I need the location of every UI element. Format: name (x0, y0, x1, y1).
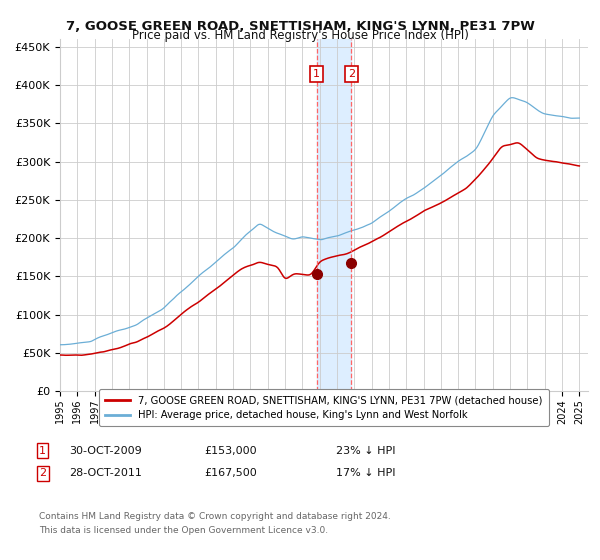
Text: This data is licensed under the Open Government Licence v3.0.: This data is licensed under the Open Gov… (39, 526, 328, 535)
Text: Price paid vs. HM Land Registry's House Price Index (HPI): Price paid vs. HM Land Registry's House … (131, 29, 469, 42)
Text: 2: 2 (39, 468, 46, 478)
Text: Contains HM Land Registry data © Crown copyright and database right 2024.: Contains HM Land Registry data © Crown c… (39, 512, 391, 521)
Text: £167,500: £167,500 (204, 468, 257, 478)
Text: 23% ↓ HPI: 23% ↓ HPI (336, 446, 395, 456)
Bar (317, 39, 352, 391)
Text: £153,000: £153,000 (204, 446, 257, 456)
Text: 1: 1 (39, 446, 46, 456)
Text: 1: 1 (313, 69, 320, 78)
Text: 30-OCT-2009: 30-OCT-2009 (69, 446, 142, 456)
Text: 17% ↓ HPI: 17% ↓ HPI (336, 468, 395, 478)
Legend: 7, GOOSE GREEN ROAD, SNETTISHAM, KING'S LYNN, PE31 7PW (detached house), HPI: Av: 7, GOOSE GREEN ROAD, SNETTISHAM, KING'S … (100, 389, 548, 426)
Text: 28-OCT-2011: 28-OCT-2011 (69, 468, 142, 478)
Text: 2: 2 (348, 69, 355, 78)
Text: 7, GOOSE GREEN ROAD, SNETTISHAM, KING'S LYNN, PE31 7PW: 7, GOOSE GREEN ROAD, SNETTISHAM, KING'S … (65, 20, 535, 32)
